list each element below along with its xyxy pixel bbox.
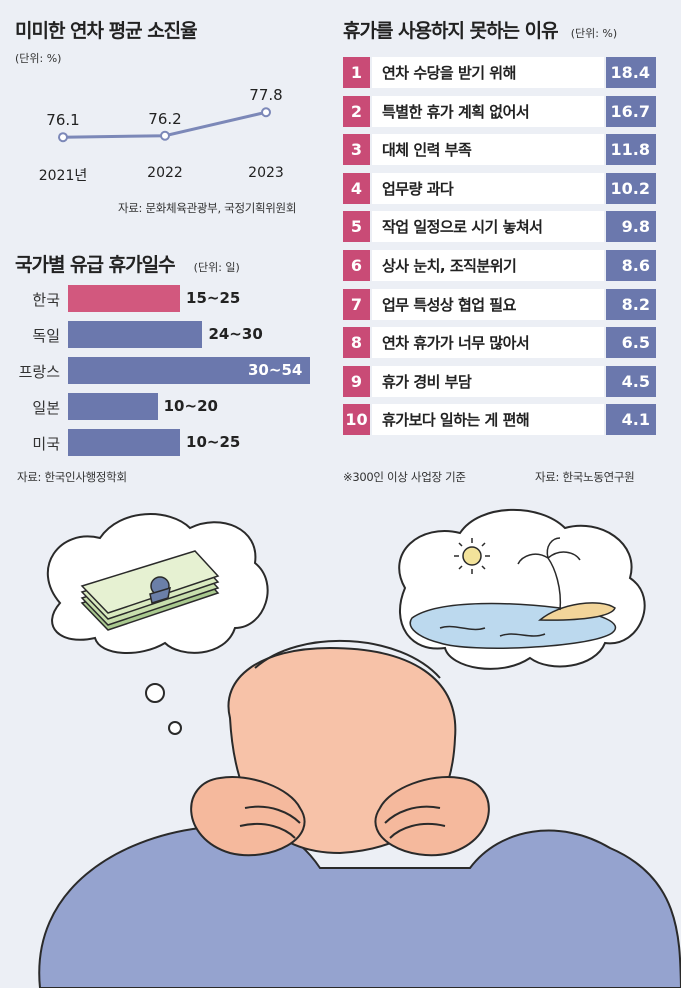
bar-chart-bar <box>68 357 310 384</box>
reason-rank: 2 <box>343 95 370 127</box>
bar-chart-category: 프랑스 <box>18 363 60 381</box>
line-chart-point <box>58 132 68 143</box>
reason-value: 8.2 <box>606 288 656 320</box>
reason-text: 연차 휴가가 너무 많아서 <box>372 327 604 359</box>
reason-text: 특별한 휴가 계획 없어서 <box>372 95 604 127</box>
bar-chart-source: 자료: 한국인사행정학회 <box>17 470 127 484</box>
reason-rank: 9 <box>343 365 370 397</box>
reason-value: 4.1 <box>606 404 656 436</box>
relaxing-person-illustration <box>38 508 681 988</box>
bar-chart-value-label: 10~25 <box>186 433 241 451</box>
reasons-source: 자료: 한국노동연구원 <box>535 470 635 484</box>
money-stack-icon <box>80 550 220 631</box>
reason-value: 4.5 <box>606 365 656 397</box>
line-chart-source: 자료: 문화체육관광부, 국정기획위원회 <box>118 201 297 215</box>
reason-value: 11.8 <box>606 134 656 166</box>
reason-value: 6.5 <box>606 327 656 359</box>
reason-rank: 8 <box>343 327 370 359</box>
line-chart-value-label: 76.2 <box>148 109 182 128</box>
line-chart-year-label: 2023 <box>248 165 284 181</box>
reason-text: 상사 눈치, 조직분위기 <box>372 250 604 281</box>
island-scene-icon <box>409 537 617 649</box>
bar-chart-header: 국가별 유급 휴가일수 (단위: 일) <box>15 250 240 277</box>
line-chart-year-label: 2021년 <box>38 168 88 184</box>
reason-value: 9.8 <box>606 211 656 243</box>
bar-chart-bar <box>68 429 181 456</box>
reason-rank: 7 <box>343 288 370 320</box>
line-chart-year-label: 2022 <box>147 165 183 181</box>
reasons-note: ※300인 이상 사업장 기준 <box>343 470 466 484</box>
bar-chart-bar <box>68 285 181 312</box>
bar-chart-title: 국가별 유급 휴가일수 <box>15 254 176 276</box>
line-chart-unit: (단위: %) <box>15 52 62 65</box>
reason-value: 10.2 <box>606 172 656 204</box>
bar-chart-value-label: 24~30 <box>208 325 263 343</box>
reason-rank: 4 <box>343 172 370 204</box>
reason-text: 작업 일정으로 시기 놓쳐서 <box>372 211 604 243</box>
bar-chart-category: 독일 <box>32 327 60 345</box>
reason-rank: 1 <box>343 57 370 88</box>
reason-text: 업무 특성상 협업 필요 <box>372 288 604 320</box>
reason-value: 18.4 <box>606 57 656 88</box>
reasons-header: 휴가를 사용하지 못하는 이유 (단위: %) <box>343 16 617 43</box>
reason-rank: 5 <box>343 211 370 243</box>
reason-value: 8.6 <box>606 250 656 281</box>
reason-rank: 6 <box>343 250 370 281</box>
reason-rank: 10 <box>343 404 370 436</box>
reason-text: 업무량 과다 <box>372 172 604 204</box>
reason-text: 연차 수당을 받기 위해 <box>372 57 604 88</box>
bar-chart-value-label: 30~54 <box>248 361 303 379</box>
bar-chart-category: 한국 <box>32 291 60 309</box>
bar-chart-value-label: 15~25 <box>186 289 241 307</box>
reason-text: 대체 인력 부족 <box>372 134 604 166</box>
line-chart <box>58 107 271 143</box>
bar-chart-value-label: 10~20 <box>163 397 218 415</box>
line-chart-title: 미미한 연차 평균 소진율 <box>15 20 198 42</box>
reason-value: 16.7 <box>606 95 656 127</box>
reason-text: 휴가 경비 부담 <box>372 365 604 397</box>
reason-rank: 3 <box>343 134 370 166</box>
reasons-unit: (단위: %) <box>570 27 618 40</box>
bar-chart-bar <box>68 321 203 348</box>
line-chart-point <box>261 107 271 118</box>
person-icon <box>38 639 681 988</box>
line-chart-value-label: 77.8 <box>249 86 283 105</box>
line-chart-value-label: 76.1 <box>46 111 80 130</box>
bar-chart-category: 일본 <box>32 399 60 417</box>
bar-chart-unit: (단위: 일) <box>193 261 240 274</box>
reason-text: 휴가보다 일하는 게 편해 <box>372 404 604 436</box>
bar-chart-bar <box>68 393 158 420</box>
reasons-title: 휴가를 사용하지 못하는 이유 <box>343 20 559 42</box>
line-chart-point <box>160 130 170 141</box>
bar-chart-category: 미국 <box>32 435 60 453</box>
